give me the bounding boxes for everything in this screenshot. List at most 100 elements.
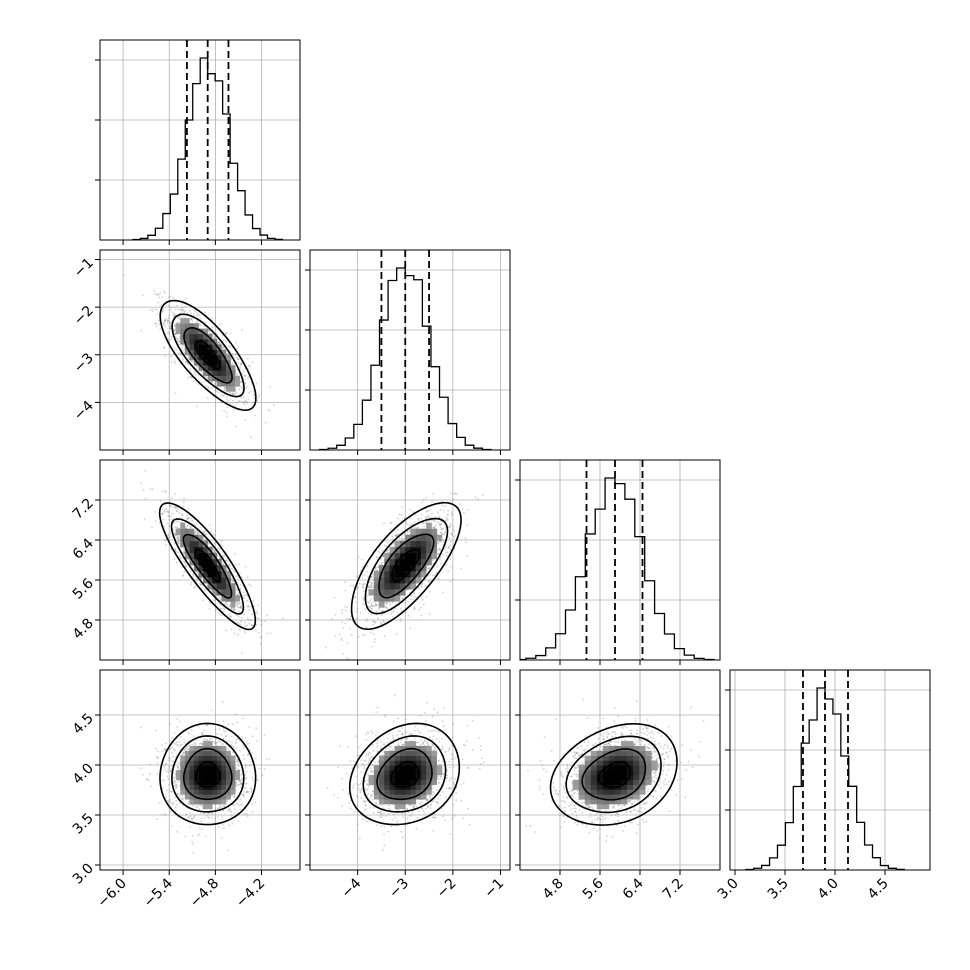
sample-point — [172, 311, 175, 314]
sample-point — [421, 582, 424, 585]
sample-point — [427, 515, 430, 518]
sample-point — [435, 571, 438, 574]
sample-point — [170, 335, 173, 338]
panel-1-0 — [95, 249, 301, 455]
density-cell — [221, 583, 227, 590]
density-cell — [405, 558, 411, 566]
density-cell — [230, 595, 236, 602]
contour-line — [183, 327, 233, 384]
sample-point — [174, 526, 177, 529]
sample-point — [374, 568, 377, 571]
sample-point — [186, 525, 189, 528]
sample-point — [445, 551, 448, 554]
density-cell — [225, 571, 231, 578]
sample-point — [366, 565, 368, 567]
sample-point — [405, 520, 408, 523]
sample-point — [182, 550, 185, 553]
sample-point — [163, 322, 166, 325]
sample-point — [200, 370, 203, 373]
sample-point — [210, 590, 213, 592]
sample-point — [162, 310, 164, 313]
density-cell — [373, 571, 380, 578]
sample-point — [167, 511, 170, 514]
sample-point — [229, 398, 232, 401]
density-cell — [203, 354, 208, 361]
sample-point — [179, 557, 182, 560]
sample-point — [408, 530, 411, 533]
sample-point — [173, 324, 176, 327]
density-cell — [373, 583, 380, 590]
density-cell — [184, 333, 190, 340]
sample-point — [392, 610, 395, 613]
sample-point — [210, 381, 213, 384]
sample-point — [367, 605, 370, 608]
sample-point — [453, 530, 456, 533]
sample-point — [251, 624, 253, 626]
sample-point — [389, 528, 392, 531]
sample-point — [362, 598, 365, 601]
sample-point — [237, 362, 240, 364]
sample-point — [380, 562, 383, 565]
sample-point — [240, 607, 243, 609]
sample-point — [154, 520, 157, 523]
sample-point — [177, 542, 180, 545]
density-cell — [203, 360, 208, 366]
sample-point — [226, 400, 229, 403]
sample-point — [369, 606, 372, 608]
density-cell — [216, 349, 222, 356]
sample-point — [383, 621, 386, 623]
density-cell — [389, 589, 396, 596]
sample-point — [370, 605, 372, 608]
sample-point — [451, 534, 453, 536]
sample-point — [169, 515, 172, 518]
sample-point — [175, 304, 178, 307]
sample-point — [158, 521, 161, 524]
sample-point — [247, 619, 250, 622]
sample-point — [187, 362, 189, 365]
sample-point — [436, 521, 439, 524]
density-cell — [198, 349, 204, 356]
sample-point — [204, 530, 207, 533]
sample-point — [352, 584, 354, 587]
sample-point — [282, 617, 284, 619]
sample-point — [191, 575, 194, 578]
sample-point — [178, 512, 181, 515]
sample-point — [242, 625, 245, 628]
sample-point — [363, 583, 366, 585]
density-cell — [405, 540, 411, 548]
sample-point — [377, 556, 379, 559]
sample-point — [251, 361, 254, 363]
sample-point — [401, 534, 403, 537]
sample-point — [240, 779, 243, 782]
sample-point — [157, 293, 160, 296]
sample-point — [210, 325, 213, 328]
density-cell — [216, 583, 222, 590]
sample-point — [196, 320, 199, 323]
sample-point — [384, 601, 387, 604]
sample-point — [420, 614, 423, 617]
sample-point — [236, 593, 238, 596]
sample-point — [391, 601, 394, 604]
sample-point — [405, 522, 408, 524]
sample-point — [269, 386, 272, 389]
density-cell — [400, 571, 406, 578]
sample-point — [173, 521, 175, 524]
sample-point — [181, 309, 184, 312]
sample-point — [187, 355, 190, 357]
sample-point — [189, 376, 192, 378]
sample-point — [172, 528, 175, 531]
sample-point — [438, 548, 441, 550]
sample-point — [174, 506, 177, 508]
sample-point — [168, 536, 171, 539]
sample-point — [366, 626, 368, 629]
sample-point — [387, 549, 390, 552]
sample-point — [190, 360, 193, 363]
density-cell — [431, 546, 437, 554]
density-cell — [225, 365, 231, 371]
sample-point — [422, 603, 425, 606]
density-cell — [207, 375, 213, 382]
density-cell — [203, 339, 208, 345]
density-cell — [175, 323, 181, 329]
sample-point — [177, 337, 180, 340]
